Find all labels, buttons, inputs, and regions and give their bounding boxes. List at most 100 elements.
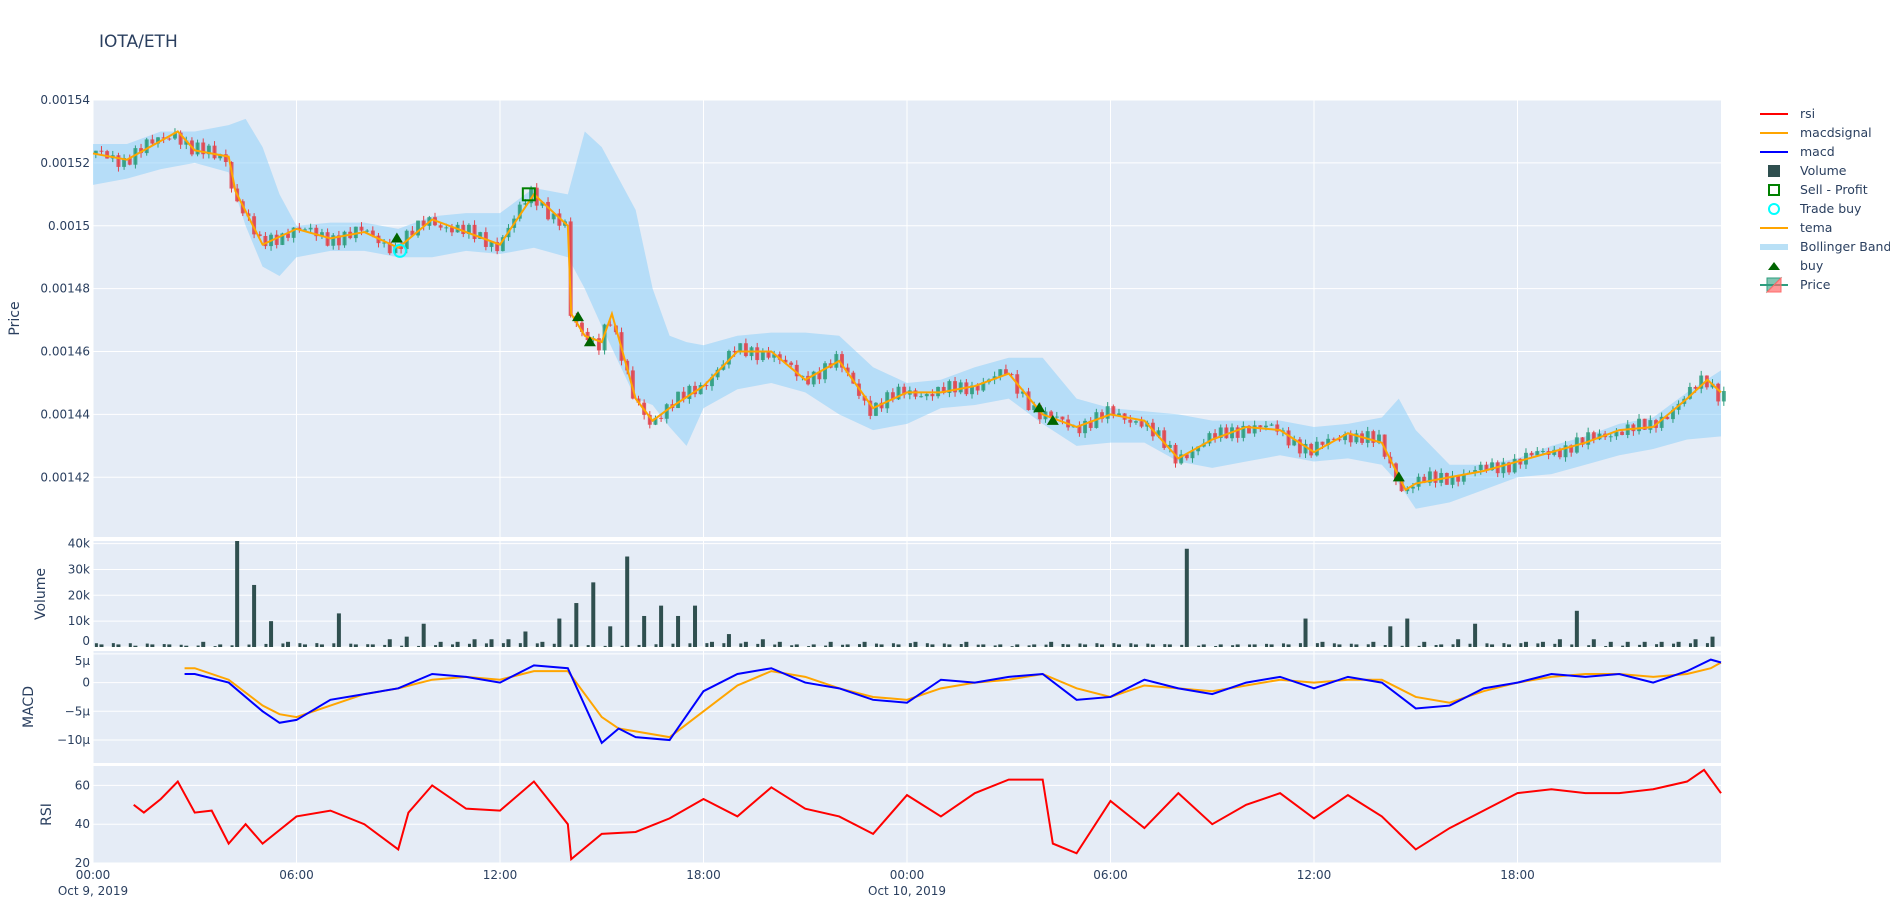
volume-bar [1688, 643, 1692, 647]
candle-body [890, 392, 895, 400]
volume-bar [235, 541, 240, 647]
volume-bar [1298, 643, 1302, 647]
candle-body [975, 385, 980, 391]
volume-bar [1129, 643, 1133, 647]
legend-item-buy[interactable]: buy [1768, 258, 1824, 273]
candle-body [93, 150, 98, 154]
volume-bar [930, 644, 935, 647]
volume-bar [201, 641, 206, 647]
tema-line [92, 130, 1722, 492]
candle-body [1461, 473, 1466, 482]
candle-body [365, 230, 370, 232]
volume-bar [1659, 641, 1664, 647]
candle-body [1133, 421, 1138, 423]
volume-bar [705, 643, 709, 647]
legend-item-price[interactable]: Price [1760, 276, 1831, 294]
volume-bar [1015, 644, 1020, 647]
price-axis-title: Price [7, 301, 23, 335]
candle-body [1529, 452, 1534, 456]
volume-bar [1468, 643, 1472, 647]
legend-item-rsi[interactable]: rsi [1760, 106, 1815, 121]
candle-body [579, 322, 584, 332]
candle-body [184, 140, 189, 145]
candle-body [913, 390, 918, 397]
candle-body [127, 157, 132, 165]
candle-body [710, 377, 714, 387]
volume-bar [620, 645, 624, 647]
candle-body [1608, 436, 1613, 438]
volume-bar [1180, 644, 1184, 647]
volume-bar [1248, 644, 1252, 647]
legend-item-trade-buy[interactable]: Trade buy [1768, 201, 1862, 216]
candle-body [212, 145, 217, 159]
candle-body [1060, 416, 1065, 420]
candle-body [195, 142, 200, 155]
volume-bar [688, 643, 692, 647]
candle-body [1190, 451, 1195, 459]
price-y-tick-label: 0.00144 [40, 407, 90, 421]
candle-body [681, 391, 686, 400]
volume-bar [1507, 644, 1512, 647]
candle-body [1167, 444, 1172, 448]
volume-bar [722, 643, 726, 647]
candle-body [568, 221, 573, 316]
buy-marker [390, 232, 403, 243]
candle-body [1382, 434, 1387, 457]
candle-body [783, 359, 788, 363]
candle-body [1184, 454, 1189, 459]
candle-body [777, 354, 782, 360]
legend-item-bollinger-band[interactable]: Bollinger Band [1760, 239, 1890, 254]
volume-bar [1027, 645, 1031, 647]
candle-body [325, 232, 330, 246]
candle-body [1642, 418, 1647, 430]
legend-label: tema [1800, 220, 1832, 235]
volume-bar [676, 615, 681, 647]
candle-body [370, 230, 375, 236]
candle-body [1399, 481, 1404, 492]
legend-item-macdsignal[interactable]: macdsignal [1760, 125, 1872, 140]
volume-bar [1422, 641, 1427, 647]
volume-bar [1655, 644, 1659, 647]
legend-square-open-icon [1768, 184, 1780, 196]
volume-bar [332, 643, 336, 647]
legend-item-macd[interactable]: macd [1760, 144, 1835, 159]
trade-buy-marker [392, 243, 407, 258]
candle-body [1275, 424, 1280, 432]
candle-body [1292, 439, 1297, 446]
volume-bar [964, 641, 969, 647]
legend-item-volume[interactable]: Volume [1768, 163, 1847, 178]
candle-body [862, 395, 867, 401]
volume-bar [925, 643, 929, 647]
volume-bar [230, 645, 234, 647]
volume-bar [94, 643, 98, 647]
candle-body [1020, 391, 1025, 394]
volume-bar [370, 644, 375, 647]
volume-bar [726, 634, 731, 647]
x-tick-label: 12:00 [1297, 868, 1332, 882]
candle-body [1535, 451, 1540, 456]
legend-band-icon [1760, 244, 1788, 250]
candle-body [1128, 419, 1133, 423]
candle-body [998, 369, 1003, 377]
candle-body [970, 385, 974, 395]
legend-item-sell-profit[interactable]: Sell - Profit [1768, 182, 1868, 197]
candle-body [1512, 458, 1517, 473]
volume-bar [1218, 644, 1223, 647]
candle-body [178, 132, 183, 145]
legend-item-tema[interactable]: tema [1760, 220, 1832, 235]
candle-body [947, 381, 952, 393]
volume-bar [99, 644, 104, 647]
bollinger-band-area [93, 118, 1721, 509]
candle-body [1586, 432, 1591, 445]
candle-body [201, 142, 206, 155]
legend-label: Volume [1800, 163, 1847, 178]
candle-body [1337, 439, 1342, 441]
candle-body [1365, 431, 1370, 443]
candle-body [122, 157, 127, 167]
candle-body [500, 237, 505, 252]
candle-body [924, 393, 929, 397]
candle-body [1026, 391, 1031, 411]
candle-body [1179, 454, 1184, 464]
volume-bar [302, 644, 307, 647]
